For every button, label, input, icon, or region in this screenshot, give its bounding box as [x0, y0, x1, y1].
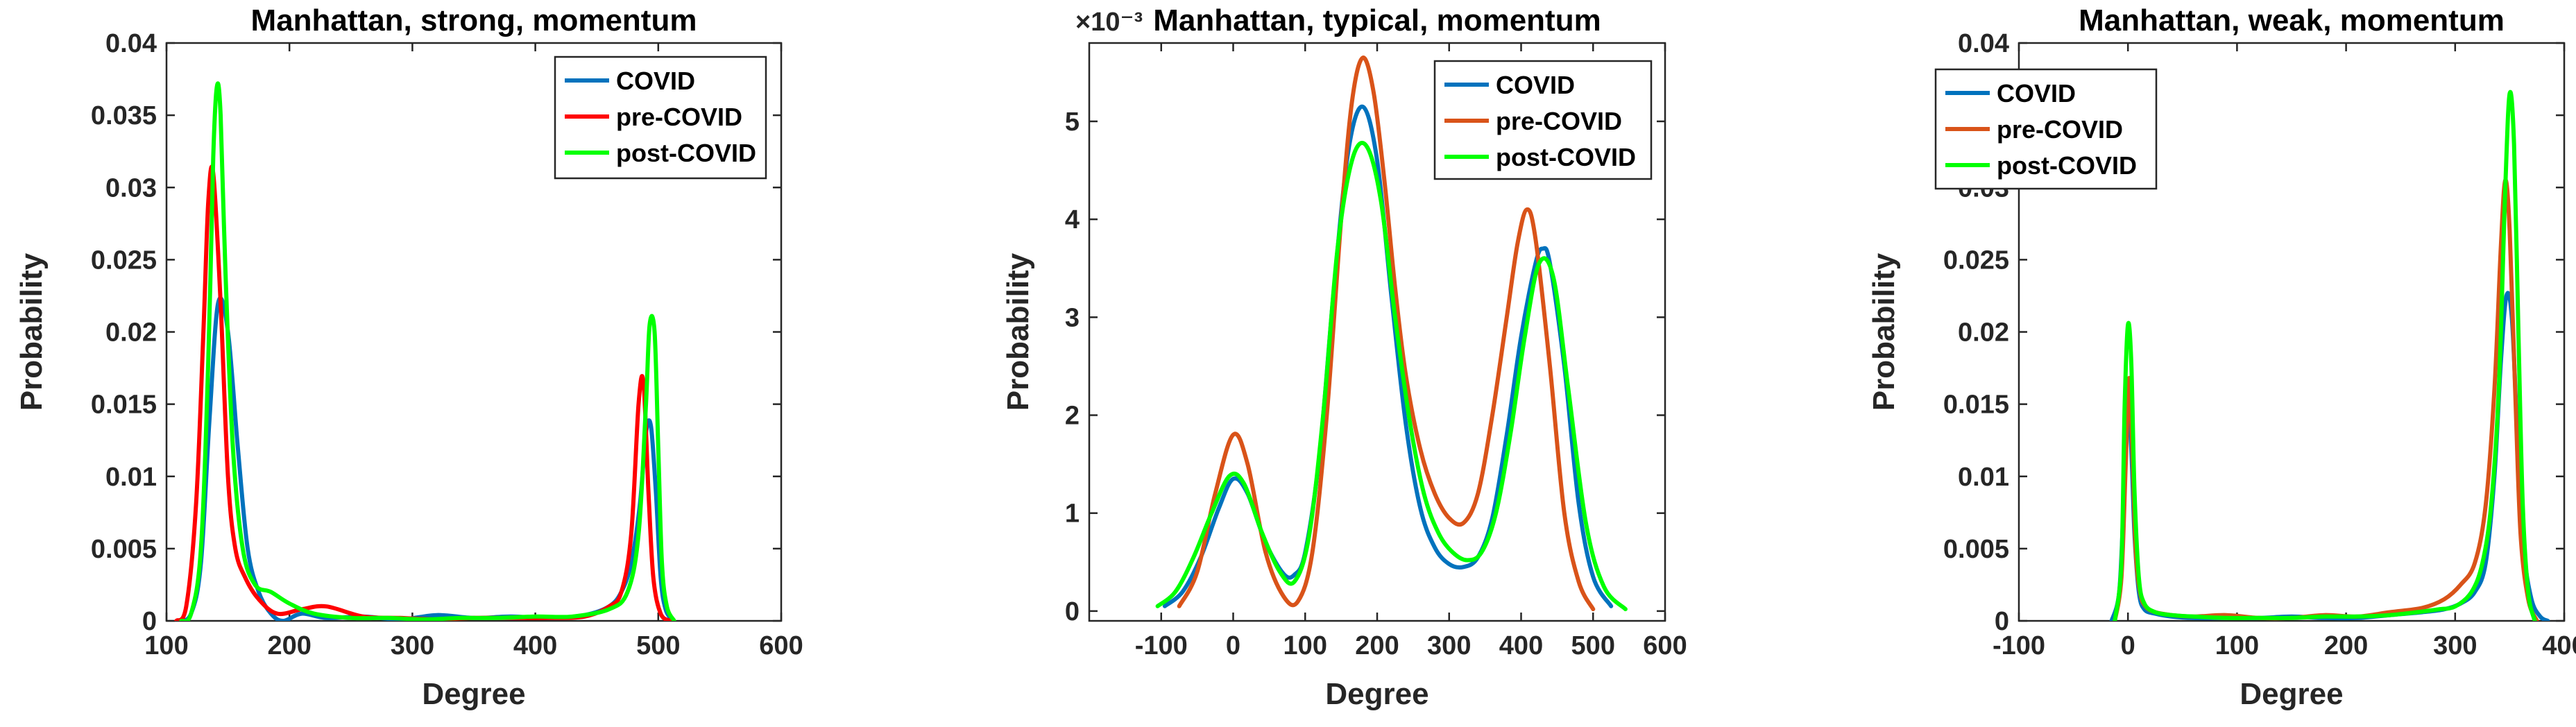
y-tick-label: 0.01 [1958, 463, 2009, 492]
legend-label: post-COVID [1496, 143, 1636, 171]
legend-label: pre-COVID [616, 103, 742, 131]
y-axis-label: Probability [15, 253, 49, 411]
y-tick-label: 0.03 [105, 173, 157, 203]
y-tick-label: 0.005 [91, 535, 157, 564]
legend-label: COVID [616, 67, 695, 95]
x-tick-label: 300 [1427, 631, 1471, 660]
x-tick-label: 0 [1226, 631, 1240, 660]
series-group [174, 81, 676, 621]
x-tick-label: -100 [1135, 631, 1188, 660]
chart-title: Manhattan, typical, momentum [1153, 3, 1601, 37]
panel-strong-momentum: 100 200 300 400 500 600 0 0.005 0.01 0.015 0.02 0.0… [15, 3, 803, 711]
y-tick-label: 0.025 [91, 246, 157, 275]
legend-label: COVID [1496, 71, 1575, 99]
x-tick-label: 100 [144, 631, 188, 660]
x-tick-label: 400 [1499, 631, 1543, 660]
x-tick-label: 600 [1643, 631, 1687, 660]
y-tick-label: 1 [1065, 499, 1080, 529]
series-line-post-covid [179, 81, 676, 621]
x-tick-label: 200 [267, 631, 311, 660]
y-scale-exponent: ×10⁻³ [1075, 8, 1143, 37]
x-tick-label: 300 [391, 631, 434, 660]
series-group [1155, 55, 1628, 612]
x-tick-label: -100 [1993, 631, 2045, 660]
legend-label: COVID [1997, 79, 2076, 108]
legend-label: pre-COVID [1997, 115, 2123, 144]
y-tick-label: 0.035 [91, 101, 157, 130]
x-tick-label: 200 [1355, 631, 1399, 660]
x-tick-label: 100 [2215, 631, 2259, 660]
y-tick-label: 0 [142, 607, 157, 636]
x-tick-label: 200 [2324, 631, 2368, 660]
y-tick-label: 0 [1065, 597, 1080, 626]
y-tick-label: 0.025 [1943, 246, 2009, 275]
y-tick-label: 0.04 [105, 29, 157, 58]
panel-typical-momentum: -100 0 100 200 300 400 500 600 0 1 2 3 4 5 Manhattan, … [1001, 3, 1687, 711]
y-tick-label: 0.015 [91, 391, 157, 420]
y-tick-label: 0.01 [105, 463, 157, 492]
series-group [2109, 89, 2550, 621]
x-tick-label: 500 [636, 631, 680, 660]
y-axis-label: Probability [1867, 253, 1901, 411]
x-tick-label: 400 [513, 631, 557, 660]
y-tick-label: 0.02 [1958, 318, 2009, 348]
series-line-pre-covid [1177, 55, 1596, 612]
y-tick-label: 0 [1995, 607, 2009, 636]
series-line-post-covid [2113, 89, 2537, 621]
y-tick-label: 3 [1065, 303, 1080, 332]
x-axis-label: Degree [1325, 677, 1428, 711]
legend-label: post-COVID [1997, 151, 2137, 180]
y-tick-label: 0.04 [1958, 29, 2009, 58]
x-tick-label: 400 [2542, 631, 2576, 660]
series-line-pre-covid [174, 164, 673, 621]
y-tick-label: 0.015 [1943, 391, 2009, 420]
x-axis-label: Degree [2240, 677, 2343, 711]
y-tick-label: 2 [1065, 402, 1080, 431]
legend-label: post-COVID [616, 139, 756, 167]
x-tick-label: 100 [1283, 631, 1327, 660]
panel-weak-momentum: -100010020030040000.0050.010.0150.020.02… [1867, 3, 2576, 711]
series-line-post-covid [1155, 141, 1628, 612]
x-tick-label: 0 [2121, 631, 2135, 660]
x-tick-label: 500 [1571, 631, 1615, 660]
y-tick-label: 5 [1065, 108, 1080, 137]
x-tick-label: 600 [759, 631, 803, 660]
y-axis-label: Probability [1001, 253, 1035, 411]
x-tick-label: 300 [2433, 631, 2477, 660]
chart-title: Manhattan, strong, momentum [251, 3, 697, 37]
y-tick-label: 0.005 [1943, 535, 2009, 564]
x-axis-label: Degree [422, 677, 525, 711]
y-tick-label: 0.02 [105, 318, 157, 348]
legend-label: pre-COVID [1496, 107, 1622, 135]
y-tick-label: 4 [1065, 205, 1080, 234]
chart-title: Manhattan, weak, momentum [2079, 3, 2505, 37]
